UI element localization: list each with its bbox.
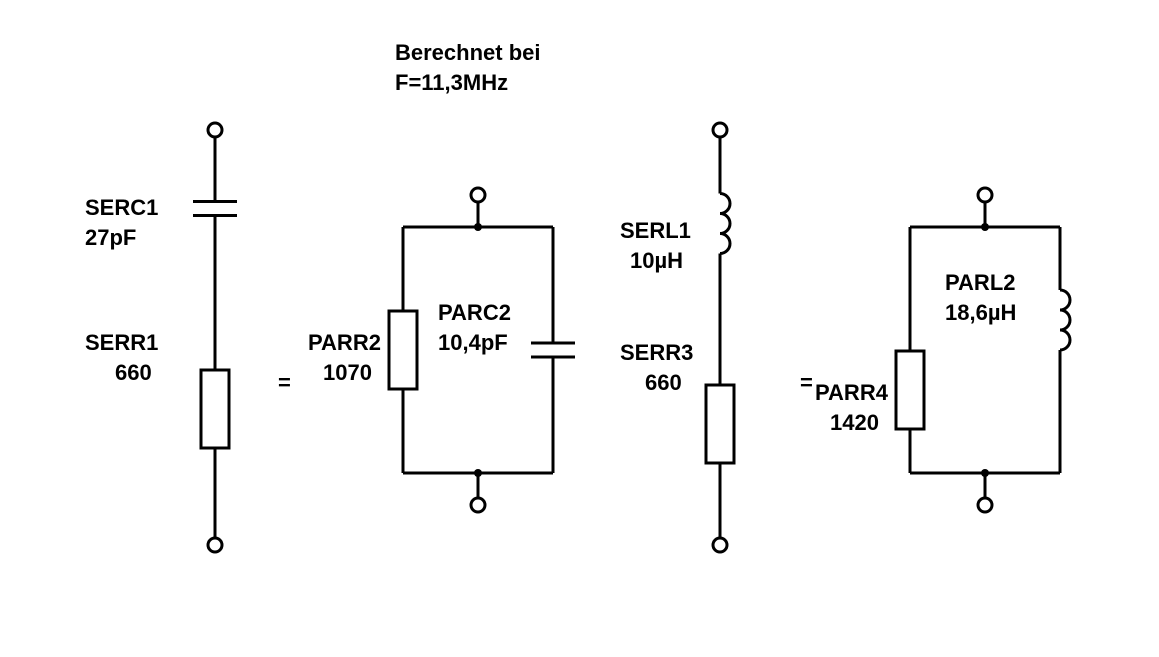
serc1-value: 27pF xyxy=(85,225,136,251)
serr1-value: 660 xyxy=(115,360,152,386)
title-line2: F=11,3MHz xyxy=(395,70,508,96)
serr3-value: 660 xyxy=(645,370,682,396)
serc1-name: SERC1 xyxy=(85,195,158,221)
parc2-value: 10,4pF xyxy=(438,330,508,356)
serr3-name: SERR3 xyxy=(620,340,693,366)
serr1-name: SERR1 xyxy=(85,330,158,356)
parl2-value: 18,6µH xyxy=(945,300,1016,326)
title-line1: Berechnet bei xyxy=(395,40,541,66)
serl1-value: 10µH xyxy=(630,248,683,274)
parr4-name: PARR4 xyxy=(815,380,888,406)
parr2-value: 1070 xyxy=(323,360,372,386)
parr2-name: PARR2 xyxy=(308,330,381,356)
parl2-name: PARL2 xyxy=(945,270,1016,296)
serl1-name: SERL1 xyxy=(620,218,691,244)
equals-1: = xyxy=(278,370,291,396)
parr4-value: 1420 xyxy=(830,410,879,436)
equals-2: = xyxy=(800,370,813,396)
parc2-name: PARC2 xyxy=(438,300,511,326)
